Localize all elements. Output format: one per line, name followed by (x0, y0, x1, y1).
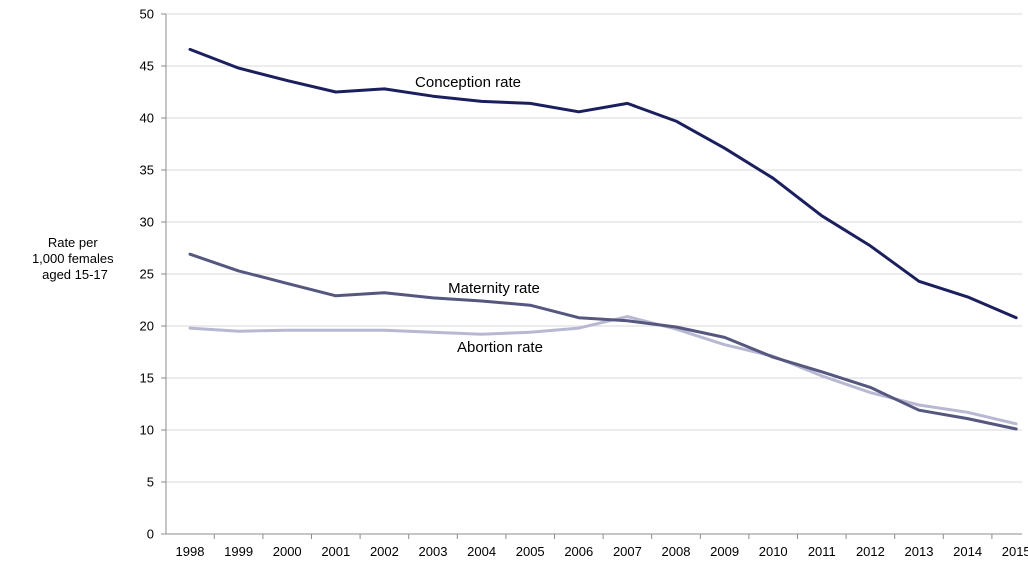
series-lines (188, 47, 1018, 431)
x-tick-label: 2008 (662, 544, 691, 559)
series-line (188, 47, 1018, 320)
x-tick-label: 2003 (419, 544, 448, 559)
y-tick-label: 30 (140, 215, 154, 230)
series-label: Conception rate (415, 74, 521, 91)
x-tick-label: 2014 (953, 544, 982, 559)
x-tick-label: 2010 (759, 544, 788, 559)
series-label: Abortion rate (457, 339, 543, 356)
x-tick-label: 2009 (710, 544, 739, 559)
x-tick-label: 2000 (273, 544, 302, 559)
y-tick-label: 5 (147, 475, 154, 490)
x-tick-label: 2005 (516, 544, 545, 559)
y-axis-label: Rate per 1,000 females aged 15-17 (32, 234, 118, 282)
x-tick-label: 2002 (370, 544, 399, 559)
x-tick-label: 2006 (564, 544, 593, 559)
x-tick-label: 2007 (613, 544, 642, 559)
y-tick-label: 25 (140, 267, 154, 282)
x-tick-label: 2004 (467, 544, 496, 559)
y-axis-label-line: aged 15-17 (42, 267, 108, 282)
y-tick-label: 45 (140, 59, 154, 74)
x-tick-label: 2011 (808, 544, 836, 559)
y-tick-label: 35 (140, 163, 154, 178)
x-tick-label: 2015 (1002, 544, 1028, 559)
x-tick-label: 2001 (321, 544, 350, 559)
series-label: Maternity rate (448, 280, 540, 297)
y-tick-label: 10 (140, 423, 154, 438)
y-tick-label: 0 (147, 527, 154, 542)
y-tick-label: 20 (140, 319, 154, 334)
y-tick-label: 40 (140, 111, 154, 126)
y-tick-label: 15 (140, 371, 154, 386)
x-tick-label: 1998 (176, 544, 205, 559)
x-tick-label: 2013 (905, 544, 934, 559)
series-line (188, 252, 1018, 431)
x-tick-label: 2012 (856, 544, 885, 559)
y-axis-label-line: 1,000 females (32, 251, 114, 266)
y-axis-label-line: Rate per (48, 235, 99, 250)
axes: 0 5 10 15 20 25 30 35 40 45 50 1998 1999 2000 2001 2002… (140, 7, 1028, 560)
x-tick-label: 1999 (224, 544, 253, 559)
y-tick-label: 50 (140, 7, 154, 22)
gridlines (166, 13, 1022, 483)
series-line (188, 315, 1018, 426)
labels: Rate per 1,000 females aged 15-17 Concep… (32, 74, 543, 356)
